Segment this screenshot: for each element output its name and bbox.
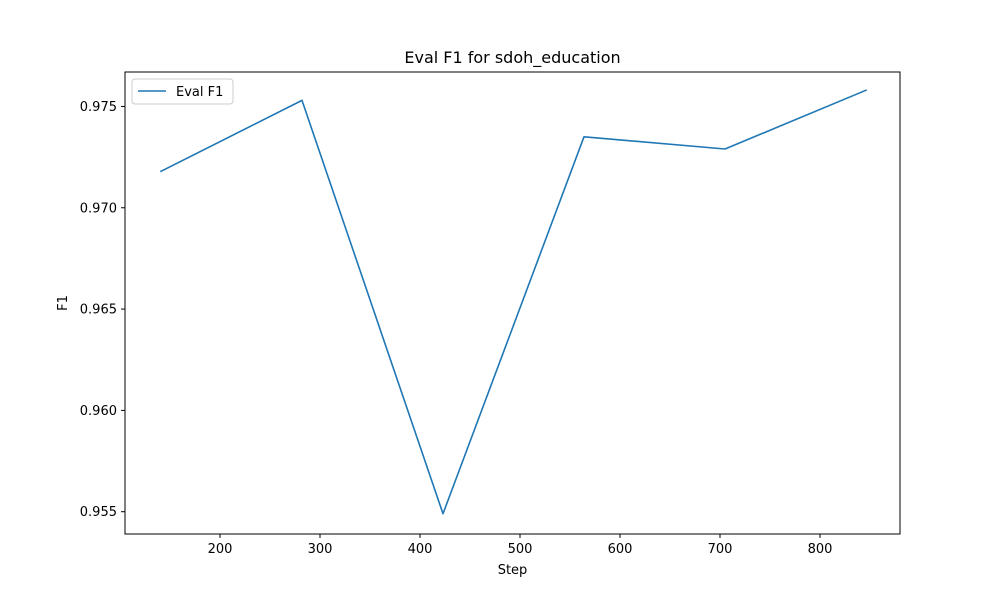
x-tick-label: 800 <box>808 542 833 557</box>
x-tick-label: 300 <box>308 542 333 557</box>
y-axis-ticks: 0.955 0.960 0.965 0.970 0.975 <box>80 100 125 520</box>
y-axis-label: F1 <box>56 295 71 311</box>
series-layer <box>159 89 868 515</box>
x-tick-label: 700 <box>708 542 733 557</box>
y-tick-label: 0.975 <box>80 100 117 115</box>
y-tick-label: 0.955 <box>80 505 117 520</box>
x-tick-label: 500 <box>508 542 533 557</box>
y-tick-label: 0.965 <box>80 303 117 318</box>
y-tick-label: 0.960 <box>80 404 117 419</box>
chart-title: Eval F1 for sdoh_education <box>404 48 620 68</box>
plot-frame <box>124 71 901 535</box>
series-line-0 <box>159 89 868 515</box>
x-tick-label: 400 <box>408 542 433 557</box>
legend: Eval F1 <box>131 78 234 105</box>
x-axis-label: Step <box>498 563 528 578</box>
legend-box <box>131 78 234 105</box>
legend-label: Eval F1 <box>176 85 223 100</box>
y-tick-label: 0.970 <box>80 201 117 216</box>
x-tick-label: 200 <box>208 542 233 557</box>
x-tick-label: 600 <box>608 542 633 557</box>
x-axis-ticks: 200 300 400 500 600 700 800 <box>208 534 833 557</box>
